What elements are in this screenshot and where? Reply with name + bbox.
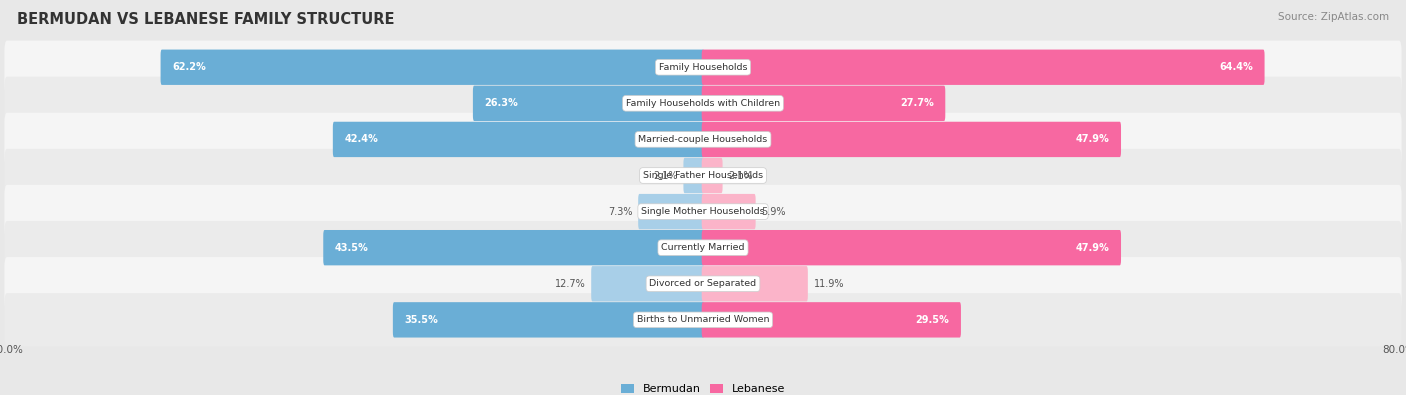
Text: 47.9%: 47.9% — [1076, 134, 1109, 145]
FancyBboxPatch shape — [4, 221, 1402, 275]
Text: 64.4%: 64.4% — [1219, 62, 1253, 72]
FancyBboxPatch shape — [333, 122, 704, 157]
Text: Married-couple Households: Married-couple Households — [638, 135, 768, 144]
Text: Family Households with Children: Family Households with Children — [626, 99, 780, 108]
FancyBboxPatch shape — [591, 266, 704, 301]
FancyBboxPatch shape — [323, 230, 704, 265]
FancyBboxPatch shape — [160, 49, 704, 85]
Text: Single Mother Households: Single Mother Households — [641, 207, 765, 216]
Text: Currently Married: Currently Married — [661, 243, 745, 252]
Text: 29.5%: 29.5% — [915, 315, 949, 325]
FancyBboxPatch shape — [683, 158, 704, 193]
Text: 27.7%: 27.7% — [900, 98, 934, 108]
Text: Single Father Households: Single Father Households — [643, 171, 763, 180]
Text: 7.3%: 7.3% — [607, 207, 633, 216]
Text: 2.1%: 2.1% — [728, 171, 752, 181]
FancyBboxPatch shape — [4, 257, 1402, 310]
FancyBboxPatch shape — [4, 293, 1402, 346]
Text: 11.9%: 11.9% — [814, 279, 844, 289]
FancyBboxPatch shape — [702, 122, 1121, 157]
Text: 43.5%: 43.5% — [335, 243, 368, 253]
FancyBboxPatch shape — [4, 185, 1402, 238]
FancyBboxPatch shape — [392, 302, 704, 338]
FancyBboxPatch shape — [702, 49, 1264, 85]
FancyBboxPatch shape — [4, 41, 1402, 94]
Text: Source: ZipAtlas.com: Source: ZipAtlas.com — [1278, 12, 1389, 22]
FancyBboxPatch shape — [4, 149, 1402, 202]
FancyBboxPatch shape — [702, 302, 960, 338]
Text: 2.1%: 2.1% — [654, 171, 678, 181]
FancyBboxPatch shape — [4, 113, 1402, 166]
Text: 47.9%: 47.9% — [1076, 243, 1109, 253]
FancyBboxPatch shape — [702, 86, 945, 121]
FancyBboxPatch shape — [702, 266, 808, 301]
FancyBboxPatch shape — [4, 77, 1402, 130]
Text: 12.7%: 12.7% — [555, 279, 585, 289]
Text: 42.4%: 42.4% — [344, 134, 378, 145]
Text: Family Households: Family Households — [659, 63, 747, 72]
FancyBboxPatch shape — [638, 194, 704, 229]
Text: BERMUDAN VS LEBANESE FAMILY STRUCTURE: BERMUDAN VS LEBANESE FAMILY STRUCTURE — [17, 12, 394, 27]
FancyBboxPatch shape — [702, 230, 1121, 265]
Text: 5.9%: 5.9% — [761, 207, 786, 216]
Text: Divorced or Separated: Divorced or Separated — [650, 279, 756, 288]
Text: 35.5%: 35.5% — [405, 315, 439, 325]
FancyBboxPatch shape — [702, 158, 723, 193]
FancyBboxPatch shape — [472, 86, 704, 121]
FancyBboxPatch shape — [702, 194, 755, 229]
Text: 26.3%: 26.3% — [485, 98, 519, 108]
Legend: Bermudan, Lebanese: Bermudan, Lebanese — [616, 379, 790, 395]
Text: 62.2%: 62.2% — [173, 62, 207, 72]
Text: Births to Unmarried Women: Births to Unmarried Women — [637, 315, 769, 324]
